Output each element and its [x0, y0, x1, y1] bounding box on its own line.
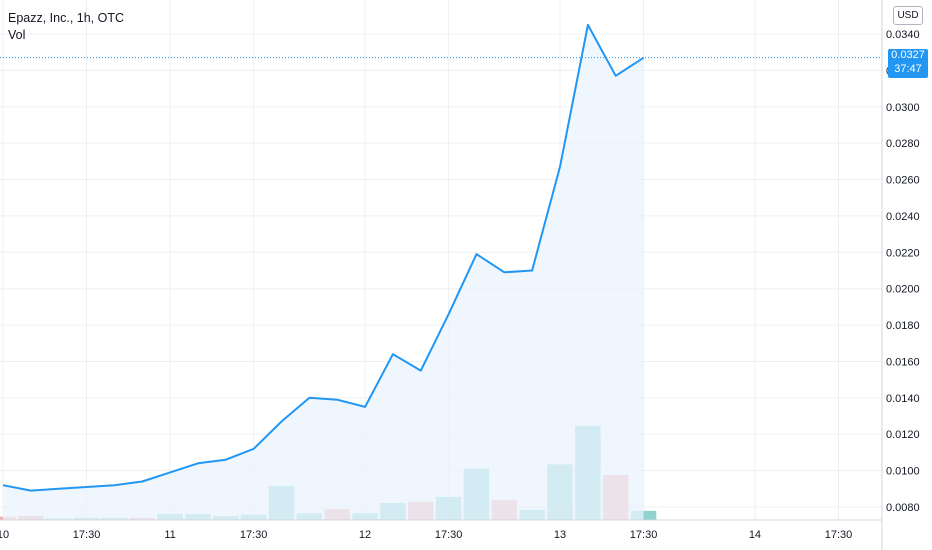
- x-tick-label: 17:30: [630, 529, 658, 541]
- y-tick-label: 0.0120: [886, 429, 920, 441]
- last-price-value: 0.0327: [891, 49, 925, 61]
- y-tick-label: 0.0100: [886, 466, 920, 478]
- x-tick-label: 10: [0, 529, 9, 541]
- price-area: [3, 24, 644, 521]
- y-tick-label: 0.0280: [886, 138, 920, 150]
- y-tick-label: 0.0080: [886, 502, 920, 514]
- y-tick-label: 0.0300: [886, 102, 920, 114]
- x-tick-label: 14: [749, 529, 761, 541]
- y-tick-label: 0.0340: [886, 29, 920, 41]
- symbol-title[interactable]: Epazz, Inc., 1h, OTC: [8, 11, 125, 25]
- y-tick-label: 0.0160: [886, 356, 920, 368]
- x-tick-label: 13: [554, 529, 566, 541]
- price-line: [2, 23, 645, 492]
- x-tick-label: 17:30: [825, 529, 853, 541]
- y-tick-label: 0.0220: [886, 247, 920, 259]
- x-tick-label: 11: [164, 529, 175, 541]
- y-tick-label: 0.0140: [886, 393, 920, 405]
- x-tick-label: 17:30: [73, 529, 101, 541]
- x-tick-label: 17:30: [240, 529, 268, 541]
- x-tick-label: 17:30: [435, 529, 463, 541]
- last-price-label: 0.0327 37:47: [888, 49, 928, 78]
- y-tick-label: 0.0180: [886, 320, 920, 332]
- currency-button[interactable]: USD: [893, 6, 923, 25]
- chart-legend: Epazz, Inc., 1h, OTC Vol: [8, 10, 124, 44]
- volume-legend-label[interactable]: Vol: [8, 28, 26, 42]
- y-tick-label: 0.0260: [886, 175, 920, 187]
- y-tick-label: 0.0240: [886, 211, 920, 223]
- y-tick-label: 0.0200: [886, 284, 920, 296]
- bar-countdown: 37:47: [894, 62, 922, 75]
- x-tick-label: 12: [359, 529, 371, 541]
